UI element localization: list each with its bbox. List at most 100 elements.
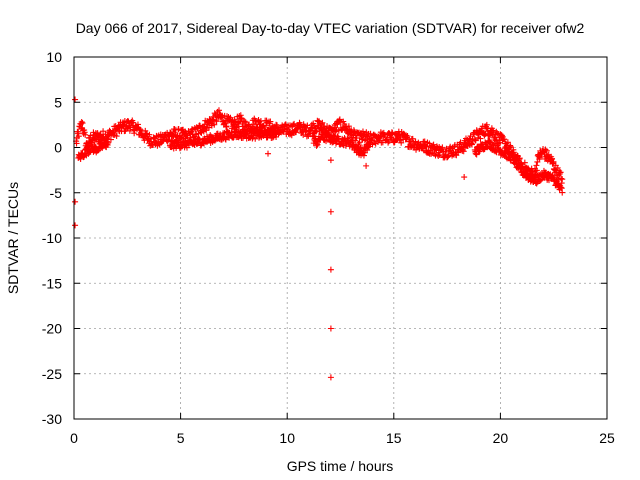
x-tick-label: 20 [493, 430, 509, 446]
data-point [404, 133, 411, 140]
outlier-point [72, 198, 79, 205]
y-tick-label: -5 [50, 185, 63, 201]
y-tick-label: -25 [42, 366, 62, 382]
data-point [211, 121, 218, 128]
data-point [542, 146, 549, 153]
data-point [549, 155, 556, 162]
data-point [423, 143, 430, 150]
data-point [356, 139, 363, 146]
x-tick-label: 5 [177, 430, 185, 446]
data-point-lower [363, 162, 370, 169]
data-point-lower [105, 139, 112, 146]
data-point [146, 131, 153, 138]
data-point [389, 130, 396, 137]
data-point [445, 153, 452, 160]
data-point-lower [367, 139, 374, 146]
data-point-lower [461, 174, 468, 181]
data-point [213, 118, 220, 125]
data-point [319, 119, 326, 126]
data-point [409, 135, 416, 142]
y-tick-label: -10 [42, 230, 62, 246]
y-tick-label: 0 [54, 140, 62, 156]
data-point [352, 137, 359, 144]
grid-lines [74, 57, 607, 419]
data-point [468, 141, 475, 148]
data-point-lower [269, 134, 276, 141]
data-point [501, 136, 508, 143]
data-point [521, 159, 528, 166]
outlier-point [327, 374, 334, 381]
y-tick-label: -20 [42, 321, 62, 337]
x-tick-label: 10 [279, 430, 295, 446]
data-point-lower [265, 150, 272, 157]
data-point [536, 154, 543, 161]
data-point [550, 158, 557, 165]
chart-title: Day 066 of 2017, Sidereal Day-to-day VTE… [76, 20, 585, 36]
data-point-lower [360, 152, 367, 159]
data-points [72, 96, 566, 381]
y-tick-label: 10 [46, 49, 62, 65]
y-tick-label: -30 [42, 411, 62, 427]
data-point [310, 120, 317, 127]
data-point [429, 142, 436, 149]
data-point [267, 118, 274, 125]
data-point [554, 164, 561, 171]
data-point [107, 136, 114, 143]
y-tick-label: 5 [54, 94, 62, 110]
data-point-lower [273, 130, 280, 137]
y-tick-label: -15 [42, 275, 62, 291]
data-point [533, 167, 540, 174]
data-point [73, 140, 80, 147]
data-point [507, 143, 514, 150]
outlier-point [327, 266, 334, 273]
data-point [113, 133, 120, 140]
data-point-lower [507, 157, 514, 164]
data-point [504, 139, 511, 146]
data-point [353, 135, 360, 142]
data-point [460, 148, 467, 155]
data-point [197, 122, 204, 129]
data-point [82, 131, 89, 138]
outlier-point [327, 325, 334, 332]
data-point-lower [328, 131, 335, 138]
data-point [422, 143, 429, 150]
data-point-lower [348, 137, 355, 144]
data-point-lower [252, 135, 259, 142]
data-point [337, 119, 344, 126]
data-point [79, 120, 86, 127]
data-point [223, 123, 230, 130]
data-point [130, 119, 137, 126]
x-tick-label: 0 [70, 430, 78, 446]
x-tick-label: 25 [599, 430, 615, 446]
data-point-lower [473, 151, 480, 158]
data-point [381, 132, 388, 139]
y-tick-labels: 10 5 0 -5 -10 -15 -20 -25 -30 [42, 49, 62, 427]
x-tick-labels: 0 5 10 15 20 25 [70, 430, 615, 446]
data-point-lower [519, 164, 526, 171]
data-point [457, 139, 464, 146]
axis-ticks [73, 56, 608, 420]
data-point [290, 121, 297, 128]
data-point [477, 135, 484, 142]
x-tick-label: 15 [386, 430, 402, 446]
data-point [412, 138, 419, 145]
data-point-lower [534, 179, 541, 186]
data-point [78, 118, 85, 125]
x-axis-label: GPS time / hours [287, 458, 394, 474]
data-point-lower [222, 136, 229, 143]
data-point [430, 141, 437, 148]
data-point [494, 130, 501, 137]
data-point [304, 122, 311, 129]
outlier-point [327, 208, 334, 215]
data-point [241, 118, 248, 125]
data-point [274, 122, 281, 129]
data-point [557, 169, 564, 176]
y-axis-label: SDTVAR / TECUs [5, 182, 21, 294]
outlier-point [72, 96, 79, 103]
data-point [467, 133, 474, 140]
data-point-lower [559, 189, 566, 196]
data-point [398, 139, 405, 146]
data-point [559, 176, 566, 183]
